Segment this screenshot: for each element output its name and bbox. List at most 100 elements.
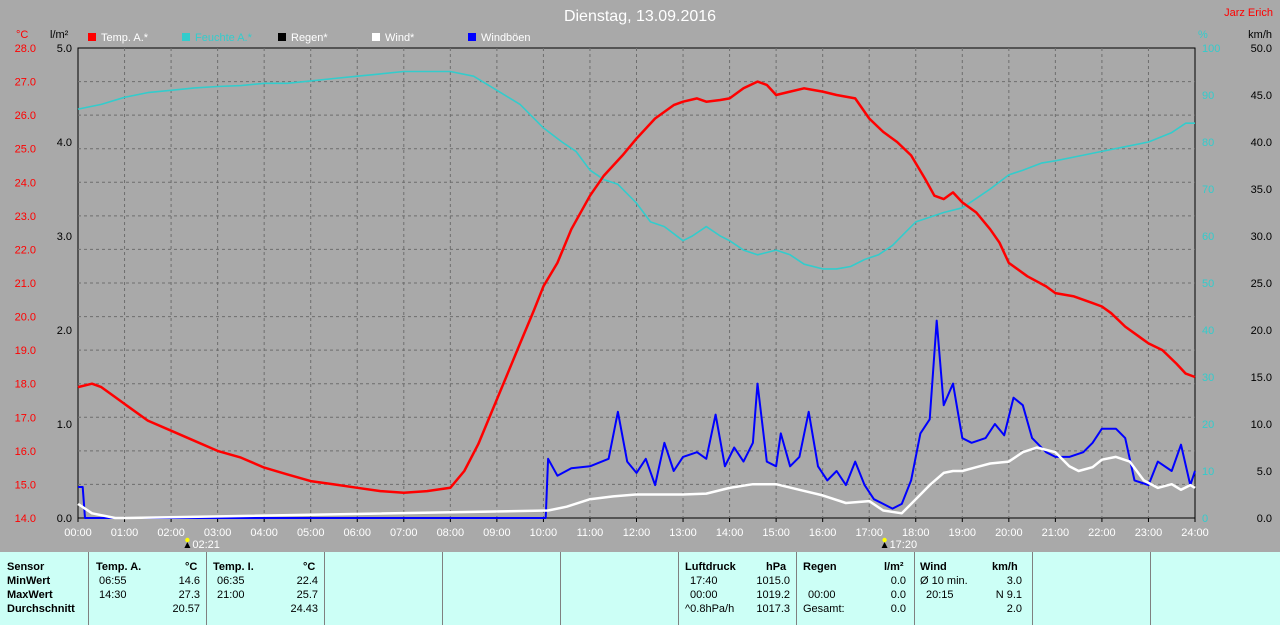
wind-axis-tick: 20.0: [1251, 325, 1272, 337]
rain-axis-tick: 4.0: [57, 137, 72, 149]
luftdruck-max-time: 00:00: [690, 589, 718, 601]
legend-swatch: [278, 33, 286, 41]
temp-axis-tick: 24.0: [15, 177, 36, 189]
x-tick-label: 21:00: [1042, 527, 1070, 539]
sensor-row-avg: Durchschnitt: [7, 603, 75, 615]
x-tick-label: 10:00: [530, 527, 558, 539]
stats-divider: [914, 552, 915, 625]
regen-r1: 0.0: [890, 575, 906, 587]
legend-swatch: [468, 33, 476, 41]
temp-axis-tick: 20.0: [15, 312, 36, 324]
wind-axis-unit: km/h: [1248, 29, 1272, 41]
temp-axis-tick: 14.0: [15, 513, 36, 525]
temp-a-header: Temp. A.: [96, 561, 142, 573]
luftdruck-max: 1019.2: [756, 589, 790, 601]
legend-swatch: [182, 33, 190, 41]
luftdruck-header: Luftdruck: [685, 561, 736, 573]
stats-divider: [206, 552, 207, 625]
wind-axis-tick: 15.0: [1251, 372, 1272, 384]
sensor-row-min: MinWert: [7, 575, 51, 587]
wind-axis-tick: 30.0: [1251, 231, 1272, 243]
regen-total-label: Gesamt:: [803, 603, 845, 615]
wind-avg10-label: Ø 10 min.: [920, 575, 968, 587]
x-tick-label: 18:00: [902, 527, 930, 539]
wind-axis-tick: 45.0: [1251, 90, 1272, 102]
luftdruck-avg: 1017.3: [756, 603, 790, 615]
humidity-axis-tick: 60: [1202, 231, 1214, 243]
axis-ticks: 00:00 01:00 02:00 03:00 04:00 05:00 06:00 07:00…: [15, 29, 1272, 539]
humidity-axis-tick: 80: [1202, 137, 1214, 149]
wind-avg10: 3.0: [1006, 575, 1022, 587]
x-tick-label: 01:00: [111, 527, 139, 539]
temp-axis-tick: 19.0: [15, 345, 36, 357]
temp-axis-tick: 26.0: [15, 110, 36, 122]
legend-swatch: [88, 33, 96, 41]
stats-panel: Sensor MinWert MaxWert Durchschnitt Temp…: [0, 552, 1280, 625]
sun-markers: 02:21 17:20: [184, 537, 917, 551]
sunset-sun-icon: [882, 537, 887, 543]
humidity-axis-tick: 90: [1202, 90, 1214, 102]
temp-a-max: 27.3: [178, 589, 200, 601]
temp-axis-tick: 23.0: [15, 211, 36, 223]
humidity-axis-tick: 100: [1202, 43, 1220, 55]
humidity-axis-tick: 50: [1202, 278, 1214, 290]
series-lines: [77, 70, 1196, 520]
temp-axis-tick: 15.0: [15, 479, 36, 491]
temp-a-avg: 20.57: [172, 603, 200, 615]
legend-label: Windböen: [481, 32, 531, 44]
x-tick-label: 07:00: [390, 527, 418, 539]
x-tick-label: 22:00: [1088, 527, 1116, 539]
temp-a-max-time: 14:30: [99, 589, 127, 601]
humidity-axis-tick: 10: [1202, 466, 1214, 478]
wind-avg: 2.0: [1006, 603, 1022, 615]
x-tick-label: 11:00: [577, 527, 604, 539]
legend-label: Temp. A.*: [101, 32, 149, 44]
stats-divider: [88, 552, 89, 625]
temp-i-min-time: 06:35: [217, 575, 245, 587]
series-line-wind: [77, 446, 1196, 520]
temp-i-max: 25.7: [296, 589, 318, 601]
sunrise-label: 02:21: [192, 539, 220, 551]
chart-title: Dienstag, 13.09.2016: [564, 8, 716, 25]
temp-i-avg: 24.43: [290, 603, 318, 615]
temp-i-header: Temp. I.: [213, 561, 254, 573]
x-tick-label: 12:00: [623, 527, 651, 539]
humidity-axis-tick: 40: [1202, 325, 1214, 337]
wind-axis-tick: 35.0: [1251, 184, 1272, 196]
stats-divider: [324, 552, 325, 625]
x-tick-label: 02:00: [157, 527, 185, 539]
sensor-row-max: MaxWert: [7, 589, 53, 601]
temp-axis-tick: 21.0: [15, 278, 36, 290]
x-tick-label: 04:00: [250, 527, 278, 539]
humidity-axis-tick: 70: [1202, 184, 1214, 196]
temp-i-max-time: 21:00: [217, 589, 245, 601]
regen-r2-time: 00:00: [808, 589, 836, 601]
luftdruck-min-time: 17:40: [690, 575, 718, 587]
series-line-windb-en: [78, 319, 1196, 519]
temp-a-min: 14.6: [178, 575, 200, 587]
wind-max-time: 20:15: [926, 589, 954, 601]
wind-axis-tick: 10.0: [1251, 419, 1272, 431]
wind-axis-tick: 5.0: [1257, 466, 1272, 478]
temp-axis-tick: 17.0: [15, 412, 36, 424]
temp-axis-tick: 18.0: [15, 379, 36, 391]
stats-divider: [560, 552, 561, 625]
luftdruck-min: 1015.0: [756, 575, 790, 587]
stats-divider: [1150, 552, 1151, 625]
x-tick-label: 15:00: [762, 527, 790, 539]
rain-axis-tick: 0.0: [57, 513, 72, 525]
wind-axis-tick: 50.0: [1251, 43, 1272, 55]
x-tick-label: 16:00: [809, 527, 837, 539]
x-tick-label: 06:00: [343, 527, 371, 539]
sensor-header: Sensor: [7, 561, 45, 573]
temp-i-min: 22.4: [296, 575, 318, 587]
legend-label: Wind*: [385, 32, 415, 44]
wind-unit: km/h: [992, 561, 1018, 573]
sunset-icon: [881, 542, 888, 548]
wind-max: N 9.1: [995, 589, 1022, 601]
regen-header: Regen: [803, 561, 837, 573]
temp-axis-tick: 27.0: [15, 77, 36, 89]
x-tick-label: 23:00: [1135, 527, 1163, 539]
sunrise-sun-icon: [185, 537, 190, 543]
stats-divider: [678, 552, 679, 625]
